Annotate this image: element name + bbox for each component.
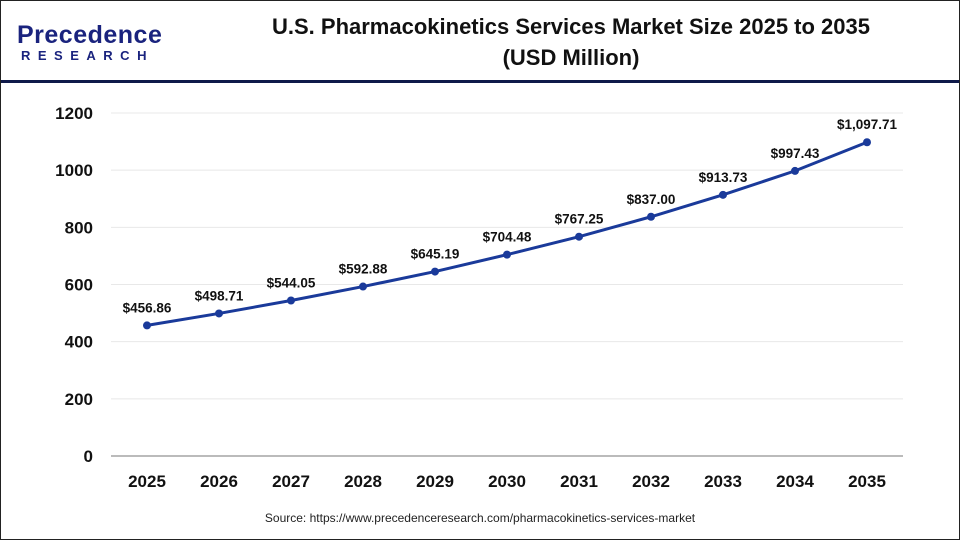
x-tick-label: 2025 bbox=[128, 472, 166, 491]
x-tick-label: 2035 bbox=[848, 472, 886, 491]
data-label: $592.88 bbox=[339, 262, 388, 277]
data-point bbox=[719, 190, 727, 199]
data-label: $498.71 bbox=[195, 288, 244, 303]
x-tick-label: 2032 bbox=[632, 472, 670, 491]
x-tick-label: 2034 bbox=[776, 472, 814, 491]
y-tick-label: 1000 bbox=[55, 161, 93, 180]
data-label: $704.48 bbox=[483, 230, 532, 245]
data-point bbox=[503, 250, 511, 259]
title-line-2: (USD Million) bbox=[502, 45, 640, 70]
data-label: $837.00 bbox=[627, 192, 676, 207]
data-label: $645.19 bbox=[411, 247, 460, 262]
data-point bbox=[359, 282, 367, 291]
data-label: $913.73 bbox=[699, 170, 748, 185]
logo-text: Precedence bbox=[17, 21, 163, 49]
data-label: $767.25 bbox=[555, 212, 604, 227]
source-text: Source: https://www.precedenceresearch.c… bbox=[264, 511, 696, 525]
line-chart: 0 200 400 600 800 1000 1200 2025 2026 2027 2028 202… bbox=[55, 104, 903, 491]
data-label: $456.86 bbox=[123, 300, 172, 315]
y-tick-label: 400 bbox=[65, 333, 93, 352]
data-point bbox=[215, 309, 223, 318]
y-tick-label: 600 bbox=[65, 276, 93, 295]
logo-subtext: RESEARCH bbox=[21, 48, 154, 63]
data-label: $1,097.71 bbox=[837, 117, 898, 132]
data-label: $544.05 bbox=[267, 275, 316, 290]
precedence-research-logo: Precedence RESEARCH bbox=[17, 21, 167, 65]
header: Precedence RESEARCH U.S. Pharmacokinetic… bbox=[1, 1, 959, 83]
data-point bbox=[431, 267, 439, 276]
data-point bbox=[143, 321, 151, 330]
data-point bbox=[863, 138, 871, 147]
x-tick-label: 2027 bbox=[272, 472, 310, 491]
data-point bbox=[791, 166, 799, 175]
x-tick-label: 2028 bbox=[344, 472, 382, 491]
y-tick-label: 0 bbox=[84, 447, 93, 466]
data-label: $997.43 bbox=[771, 146, 820, 161]
x-tick-label: 2026 bbox=[200, 472, 238, 491]
chart-title: U.S. Pharmacokinetics Services Market Si… bbox=[201, 11, 941, 73]
y-tick-label: 1200 bbox=[55, 104, 93, 123]
x-tick-label: 2031 bbox=[560, 472, 598, 491]
y-tick-label: 200 bbox=[65, 390, 93, 409]
title-line-1: U.S. Pharmacokinetics Services Market Si… bbox=[272, 14, 870, 39]
data-point bbox=[287, 296, 295, 305]
y-tick-label: 800 bbox=[65, 218, 93, 237]
data-point bbox=[647, 212, 655, 221]
x-tick-label: 2029 bbox=[416, 472, 454, 491]
x-tick-label: 2030 bbox=[488, 472, 526, 491]
data-point bbox=[575, 232, 583, 241]
x-tick-label: 2033 bbox=[704, 472, 742, 491]
